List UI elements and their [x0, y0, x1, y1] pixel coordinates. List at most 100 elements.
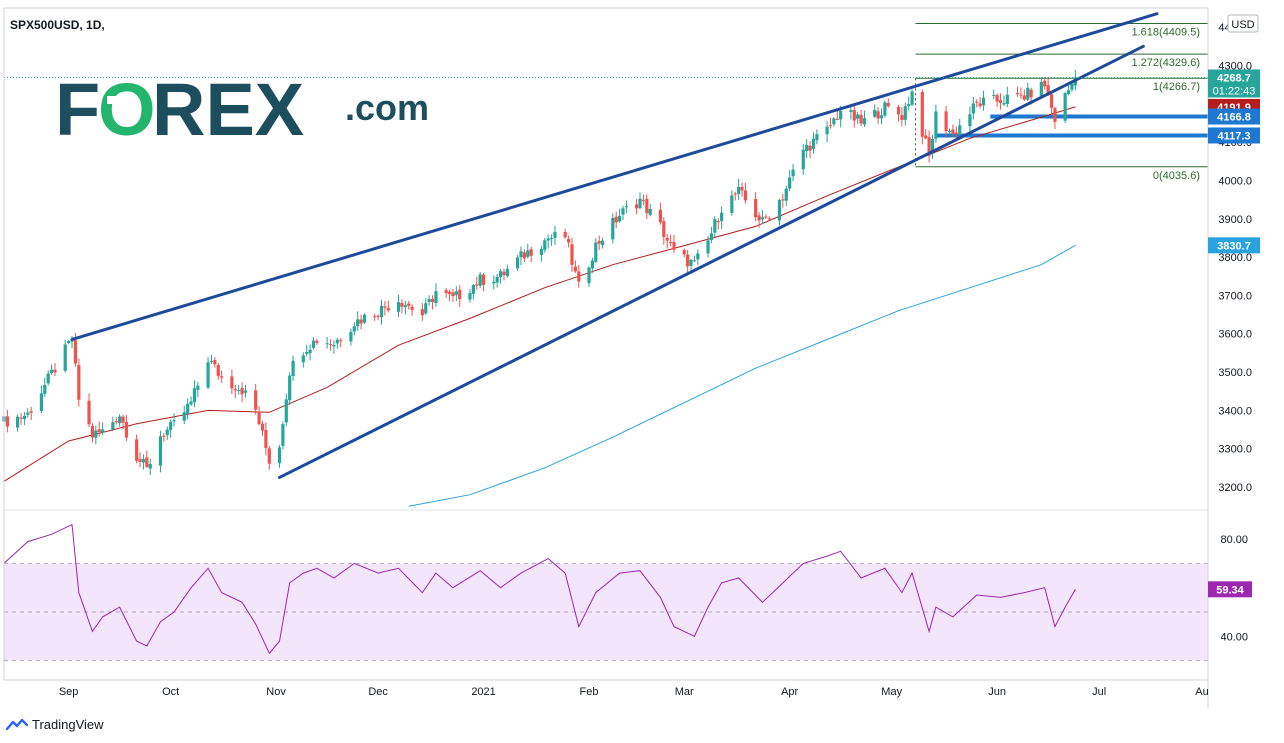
- candle[interactable]: [740, 182, 744, 197]
- candle[interactable]: [233, 384, 237, 399]
- candle[interactable]: [169, 419, 173, 438]
- candle[interactable]: [757, 212, 761, 228]
- candle[interactable]: [689, 258, 693, 272]
- candle[interactable]: [573, 260, 577, 273]
- candle[interactable]: [216, 362, 220, 380]
- candle[interactable]: [686, 249, 690, 275]
- candle[interactable]: [288, 372, 292, 406]
- candle[interactable]: [883, 100, 887, 118]
- candle[interactable]: [903, 102, 907, 126]
- candle[interactable]: [281, 421, 285, 450]
- candle[interactable]: [339, 337, 343, 348]
- candle[interactable]: [356, 311, 360, 331]
- candle[interactable]: [529, 246, 533, 263]
- candle[interactable]: [434, 283, 438, 307]
- candle[interactable]: [240, 382, 244, 403]
- candle[interactable]: [257, 406, 261, 426]
- candle[interactable]: [730, 190, 734, 216]
- candle[interactable]: [543, 237, 547, 253]
- candle[interactable]: [407, 300, 411, 310]
- candle[interactable]: [998, 93, 1003, 110]
- candle[interactable]: [471, 283, 475, 300]
- candle[interactable]: [424, 298, 428, 316]
- candle[interactable]: [611, 213, 615, 244]
- candle[interactable]: [332, 340, 336, 354]
- candle[interactable]: [481, 273, 486, 292]
- candle[interactable]: [67, 339, 71, 345]
- candle[interactable]: [1039, 77, 1043, 99]
- candle[interactable]: [77, 358, 81, 407]
- candle[interactable]: [577, 264, 581, 288]
- candle[interactable]: [587, 266, 591, 288]
- candle[interactable]: [430, 295, 435, 310]
- candle[interactable]: [492, 275, 496, 290]
- candle[interactable]: [886, 98, 890, 108]
- candle[interactable]: [230, 369, 234, 395]
- candle[interactable]: [645, 194, 649, 220]
- candle[interactable]: [29, 406, 33, 421]
- candle[interactable]: [539, 245, 543, 262]
- candle[interactable]: [209, 354, 214, 365]
- candle[interactable]: [16, 414, 20, 432]
- candle[interactable]: [924, 129, 928, 140]
- candle[interactable]: [754, 192, 758, 222]
- candle[interactable]: [563, 228, 567, 239]
- candle[interactable]: [237, 384, 241, 395]
- candle[interactable]: [1002, 95, 1006, 107]
- candle[interactable]: [1019, 87, 1023, 100]
- candle[interactable]: [498, 268, 503, 284]
- candle[interactable]: [706, 236, 710, 258]
- candle[interactable]: [597, 235, 601, 251]
- candle[interactable]: [835, 110, 839, 121]
- candle[interactable]: [862, 110, 867, 127]
- candle[interactable]: [505, 264, 509, 278]
- candle[interactable]: [635, 199, 639, 215]
- candle[interactable]: [825, 121, 829, 143]
- candle[interactable]: [526, 243, 530, 259]
- candle[interactable]: [410, 304, 414, 316]
- channel-line-upper[interactable]: [70, 12, 1159, 341]
- candle[interactable]: [958, 118, 962, 136]
- price-chart[interactable]: 1.618(4409.5) 1.272(4329.6) 1(4266.7) 0(403…: [0, 0, 1284, 708]
- candle[interactable]: [495, 273, 499, 288]
- candle[interactable]: [737, 178, 741, 200]
- candle[interactable]: [325, 336, 329, 349]
- candle[interactable]: [709, 226, 714, 244]
- candle[interactable]: [682, 248, 686, 258]
- candle[interactable]: [220, 370, 224, 383]
- candle[interactable]: [665, 233, 669, 249]
- candle[interactable]: [856, 111, 860, 124]
- candle[interactable]: [927, 130, 931, 163]
- candle[interactable]: [291, 355, 295, 381]
- candle[interactable]: [1053, 106, 1057, 130]
- candle[interactable]: [213, 357, 217, 368]
- candle[interactable]: [930, 134, 935, 160]
- candle[interactable]: [618, 208, 622, 223]
- candle[interactable]: [311, 337, 316, 350]
- candle[interactable]: [121, 414, 125, 429]
- candle[interactable]: [910, 89, 914, 107]
- candle[interactable]: [978, 96, 982, 109]
- candle[interactable]: [801, 143, 805, 175]
- candle[interactable]: [767, 216, 771, 221]
- candle[interactable]: [879, 108, 884, 125]
- candle[interactable]: [352, 322, 356, 336]
- candle[interactable]: [975, 99, 979, 108]
- candle[interactable]: [379, 299, 384, 325]
- candle[interactable]: [475, 276, 479, 290]
- candle[interactable]: [182, 405, 186, 425]
- candle[interactable]: [138, 452, 142, 468]
- price-axis-label[interactable]: 4166.8: [1208, 108, 1260, 125]
- candle[interactable]: [148, 458, 152, 475]
- candle[interactable]: [145, 450, 149, 469]
- candle[interactable]: [805, 139, 809, 159]
- candle[interactable]: [196, 381, 200, 398]
- candle[interactable]: [373, 313, 377, 321]
- candle[interactable]: [206, 357, 210, 390]
- candle[interactable]: [791, 164, 795, 182]
- candle[interactable]: [515, 254, 520, 272]
- candle[interactable]: [267, 445, 271, 470]
- candle[interactable]: [420, 303, 424, 321]
- candle[interactable]: [811, 132, 816, 154]
- candle[interactable]: [1043, 77, 1047, 90]
